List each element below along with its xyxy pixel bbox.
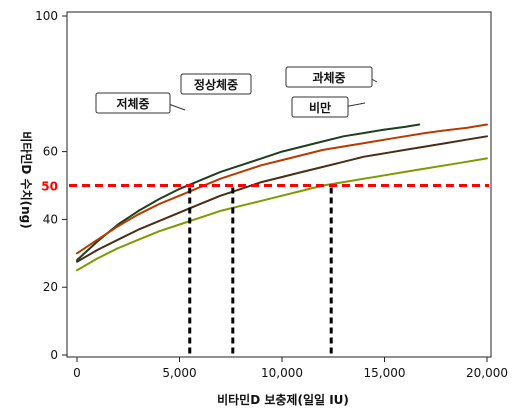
callout-box: [291, 96, 349, 118]
series-layer: [76, 123, 488, 272]
y-axis-title: 비타민D 수치(ng): [19, 131, 34, 228]
x-tick-label: 0: [73, 366, 81, 380]
y-tick-label: 40: [43, 212, 58, 226]
y-tick-label: 0: [50, 348, 58, 362]
x-tick-label: 10,000: [261, 366, 303, 380]
series-line: [76, 123, 488, 255]
x-tick-label: 15,000: [364, 366, 406, 380]
callout-box: [285, 66, 373, 88]
series-line: [76, 157, 488, 272]
series-label: 저체중: [116, 96, 149, 111]
x-tick-label: 20,000: [466, 366, 508, 380]
series-line: [76, 123, 421, 262]
y-tick-label: 20: [43, 280, 58, 294]
callout-box: [95, 92, 171, 114]
plot-frame: [66, 11, 492, 358]
reference-layer: 50: [41, 180, 489, 357]
y-tick-label: 100: [35, 9, 58, 23]
series-line: [76, 135, 488, 263]
x-tick-label: 5,000: [162, 366, 196, 380]
series-label: 비만: [309, 100, 331, 115]
axis-layer: 0 20 40 60 100 0 5,000 10,000 15,000 20,000: [35, 9, 508, 380]
reference-label: 50: [41, 180, 58, 194]
callout-box: [180, 73, 252, 95]
series-label: 정상체중: [194, 77, 238, 92]
y-tick-label: 60: [43, 145, 58, 159]
series-label: 과체중: [312, 70, 345, 85]
x-axis-title: 비타민D 보충제(일일 IU): [217, 392, 349, 407]
